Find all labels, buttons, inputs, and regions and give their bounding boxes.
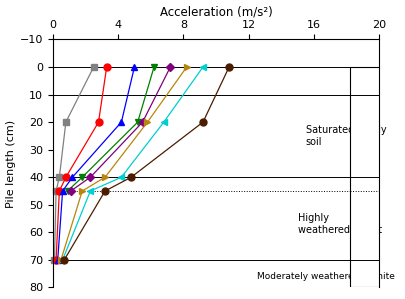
- Bar: [350, 67, 379, 287]
- Text: Saturated sandy
soil: Saturated sandy soil: [306, 125, 386, 147]
- Text: Highly
weathered granit: Highly weathered granit: [298, 213, 382, 235]
- Text: Moderately weathered granite: Moderately weathered granite: [257, 272, 395, 281]
- Y-axis label: Pile length (cm): Pile length (cm): [6, 119, 15, 208]
- X-axis label: Acceleration (m/s²): Acceleration (m/s²): [160, 6, 273, 19]
